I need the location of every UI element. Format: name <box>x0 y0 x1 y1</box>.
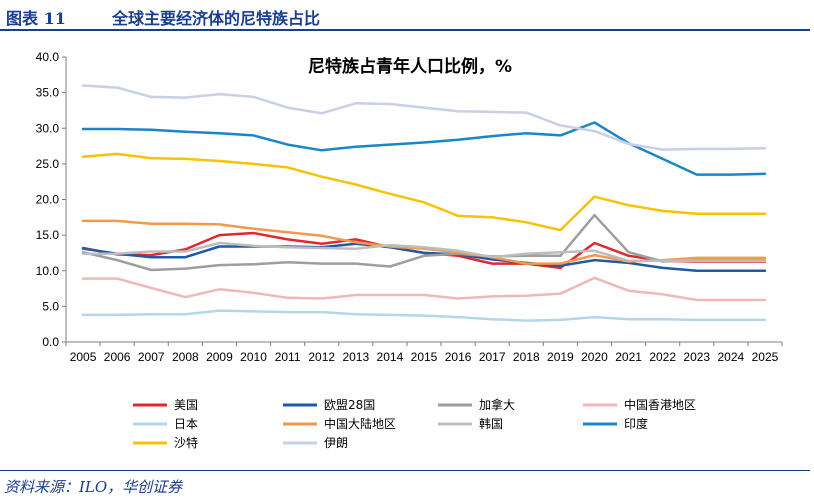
y-tick-label: 25.0 <box>36 157 60 171</box>
y-tick-label: 35.0 <box>36 86 60 100</box>
x-tick-label: 2014 <box>377 350 404 364</box>
x-tick-label: 2021 <box>615 350 642 364</box>
series-line-6 <box>81 241 767 263</box>
x-tick-label: 2007 <box>138 350 165 364</box>
y-tick-label: 15.0 <box>36 228 60 242</box>
legend-label: 印度 <box>624 416 648 431</box>
line-chart: 0.05.010.015.020.025.030.035.040.0 2005 2… <box>36 50 783 450</box>
y-tick-label: 0.0 <box>42 335 59 349</box>
series-line-7 <box>81 121 767 176</box>
x-tick-label: 2016 <box>445 350 472 364</box>
series-line-4 <box>81 309 767 322</box>
x-tick-label: 2018 <box>513 350 540 364</box>
legend-item: 加拿大 <box>438 397 515 412</box>
x-tick-label: 2006 <box>104 350 131 364</box>
x-tick-label: 2019 <box>547 350 574 364</box>
x-tick-label: 2010 <box>240 350 267 364</box>
figure-title: 全球主要经济体的尼特族占比 <box>112 9 321 28</box>
x-tick-label: 2013 <box>342 350 369 364</box>
x-tick-label: 2023 <box>683 350 710 364</box>
x-tick-label: 2011 <box>275 350 301 364</box>
x-tick-label: 2008 <box>172 350 199 364</box>
legend-label: 日本 <box>174 417 198 431</box>
y-tick-label: 40.0 <box>36 50 60 64</box>
plot-lines <box>81 84 767 322</box>
legend-label: 欧盟28国 <box>324 398 375 412</box>
footer-rule <box>0 470 810 471</box>
series-line-3 <box>81 276 767 302</box>
legend-item: 日本 <box>133 417 198 431</box>
legend-item: 中国大陆地区 <box>283 416 396 431</box>
chart-title: 尼特族占青年人口比例，% <box>308 56 512 77</box>
figure-header: 图表 11 全球主要经济体的尼特族占比 <box>0 0 814 32</box>
y-tick-label: 5.0 <box>42 299 59 313</box>
legend-label: 美国 <box>174 398 198 412</box>
legend-label: 韩国 <box>479 416 503 431</box>
x-tick-label: 2020 <box>581 350 608 364</box>
y-axis: 0.0 5.0 10.0 15.0 20.0 25.0 30.0 35.0 40.0 <box>36 50 67 349</box>
x-tick-label: 2009 <box>206 350 233 364</box>
legend-label: 伊朗 <box>324 436 348 450</box>
source-note: 资料来源：ILO，华创证券 <box>4 478 183 496</box>
legend-label: 沙特 <box>174 435 198 450</box>
legend-label: 中国大陆地区 <box>324 416 396 431</box>
legend-item: 欧盟28国 <box>283 398 375 412</box>
legend-label: 加拿大 <box>479 397 515 412</box>
series-line-9 <box>81 84 767 151</box>
x-tick-label: 2015 <box>411 350 438 364</box>
legend-item: 美国 <box>133 398 198 412</box>
legend-item: 沙特 <box>133 435 198 450</box>
legend-item: 印度 <box>583 416 648 431</box>
header-rule <box>0 29 810 31</box>
y-tick-label: 30.0 <box>36 121 60 135</box>
legend-item: 中国香港地区 <box>583 397 696 412</box>
legend-item: 伊朗 <box>283 436 348 450</box>
figure-number: 图表 11 <box>6 9 66 28</box>
x-tick-label: 2005 <box>70 350 97 364</box>
series-line-2 <box>81 213 767 272</box>
x-tick-label: 2012 <box>308 350 335 364</box>
series-line-1 <box>81 242 767 273</box>
x-tick-label: 2024 <box>718 350 745 364</box>
series-line-8 <box>81 152 767 232</box>
x-tick-label: 2025 <box>752 350 779 364</box>
x-tick-label: 2022 <box>649 350 676 364</box>
legend-item: 韩国 <box>438 416 503 431</box>
legend-label: 中国香港地区 <box>624 397 696 412</box>
y-tick-label: 20.0 <box>36 193 60 207</box>
x-tick-label: 2017 <box>479 350 506 364</box>
x-axis: 2005 2006 2007 2008 2009 2010 2011 2012 2013 2014… <box>65 341 783 364</box>
y-tick-label: 10.0 <box>36 264 60 278</box>
